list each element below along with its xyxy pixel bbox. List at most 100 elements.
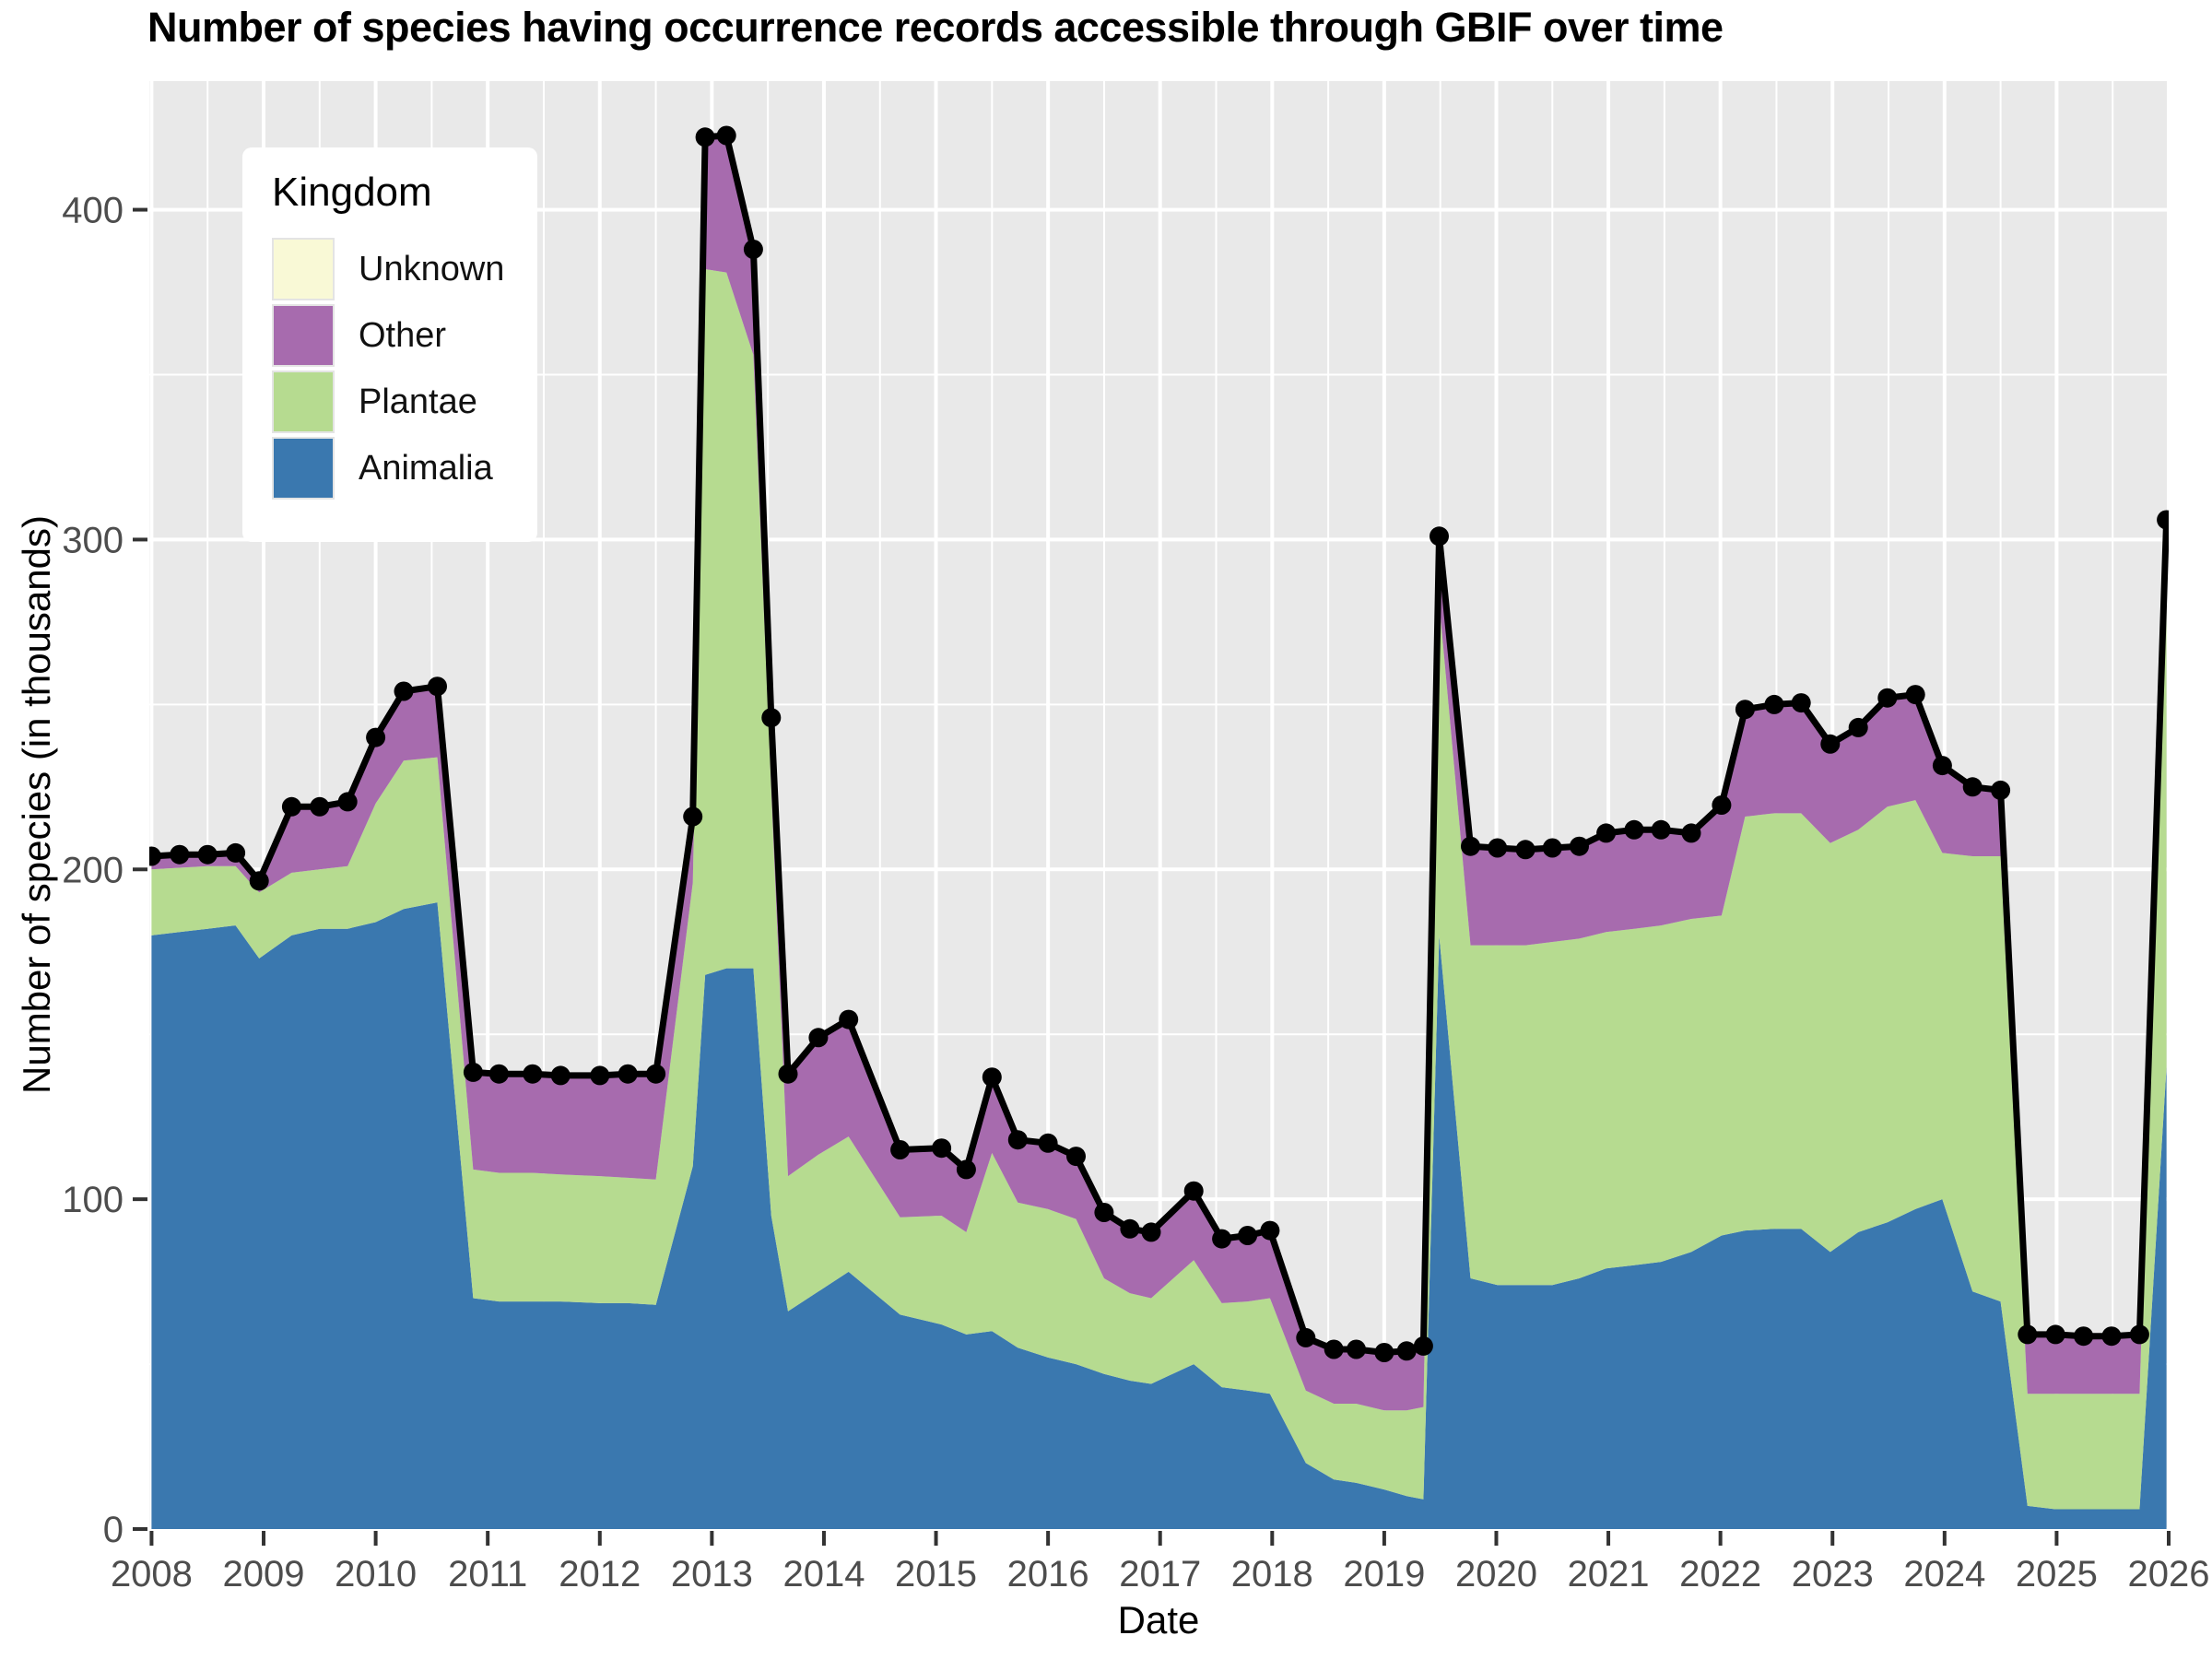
- total-point: [1347, 1339, 1366, 1359]
- x-tick-label: 2026: [2128, 1554, 2210, 1594]
- total-point: [366, 727, 386, 747]
- total-point: [394, 681, 414, 701]
- total-point: [695, 127, 715, 147]
- total-point: [2074, 1326, 2094, 1347]
- total-point: [1542, 838, 1562, 858]
- total-point: [1712, 795, 1732, 815]
- y-tick-label: 300: [62, 520, 124, 560]
- total-points: [149, 125, 2169, 1362]
- x-tick-label: 2019: [1343, 1554, 1425, 1594]
- total-point: [761, 708, 782, 728]
- total-point: [1461, 836, 1480, 856]
- total-point: [1141, 1222, 1161, 1242]
- total-point: [1007, 1130, 1028, 1150]
- legend-swatch-other: [272, 304, 335, 367]
- x-tick-label: 2017: [1119, 1554, 1201, 1594]
- total-point: [1624, 819, 1644, 840]
- total-point: [197, 844, 218, 865]
- chart-title: Number of species having occurrence reco…: [147, 4, 1724, 51]
- total-point: [1596, 823, 1617, 843]
- total-point: [1296, 1327, 1316, 1347]
- total-point: [337, 792, 358, 812]
- x-tick-label: 2020: [1455, 1554, 1537, 1594]
- x-tick-label: 2023: [1792, 1554, 1874, 1594]
- area-other: [151, 137, 2167, 1411]
- total-point: [1735, 700, 1755, 720]
- total-point: [1260, 1220, 1280, 1241]
- total-point: [1764, 694, 1784, 714]
- area-animalia: [151, 902, 2167, 1529]
- total-point: [646, 1064, 666, 1084]
- total-point: [249, 871, 269, 891]
- total-point: [1094, 1203, 1114, 1222]
- legend-item-animalia: Animalia: [272, 437, 537, 500]
- legend-swatch-unknown: [272, 238, 335, 300]
- total-point: [310, 796, 330, 817]
- x-tick-label: 2008: [111, 1554, 193, 1594]
- total-point: [428, 677, 447, 697]
- total-point: [1651, 819, 1671, 840]
- total-point: [1991, 780, 2011, 800]
- legend-box: Kingdom Unknown Other Plantae Animalia: [242, 147, 537, 542]
- total-point: [488, 1064, 509, 1084]
- total-point: [1570, 836, 1589, 856]
- total-point: [1212, 1229, 1232, 1249]
- legend-title: Kingdom: [272, 170, 432, 215]
- total-point: [463, 1062, 483, 1082]
- total-point: [1183, 1181, 1204, 1201]
- total-point: [590, 1065, 610, 1086]
- total-point: [2157, 510, 2169, 530]
- total-point: [2018, 1324, 2038, 1345]
- total-point: [1515, 840, 1535, 860]
- total-point: [1905, 685, 1925, 705]
- total-point: [1877, 688, 1898, 708]
- total-point: [1374, 1343, 1394, 1362]
- x-tick-label: 2013: [671, 1554, 753, 1594]
- legend-label-other: Other: [359, 315, 447, 355]
- total-point: [1396, 1341, 1417, 1361]
- axis-ticks: 2008 2009 2010 2011 2012 2013 2014 2015 2016 2017…: [62, 191, 2209, 1594]
- total-point: [1791, 693, 1811, 713]
- total-point: [743, 240, 763, 259]
- x-tick-label: 2022: [1679, 1554, 1761, 1594]
- legend-label-animalia: Animalia: [359, 448, 493, 488]
- legend-label-plantae: Plantae: [359, 382, 477, 421]
- total-point: [956, 1159, 976, 1180]
- legend-swatch-animalia: [272, 437, 335, 500]
- x-tick-label: 2009: [223, 1554, 305, 1594]
- total-point: [778, 1064, 798, 1084]
- total-point: [1413, 1335, 1433, 1356]
- total-point: [2045, 1324, 2065, 1345]
- y-tick-label: 200: [62, 850, 124, 890]
- y-axis-title: Number of species (in thousands): [15, 515, 58, 1094]
- total-point: [1681, 823, 1701, 843]
- x-tick-label: 2011: [448, 1554, 527, 1594]
- y-tick-label: 0: [103, 1510, 124, 1550]
- total-point: [839, 1009, 859, 1030]
- x-tick-label: 2012: [559, 1554, 641, 1594]
- total-point: [2129, 1324, 2149, 1345]
- total-point: [1066, 1147, 1086, 1167]
- legend-item-plantae: Plantae: [272, 371, 537, 433]
- total-point: [149, 846, 161, 866]
- area-bands: [151, 135, 2167, 1529]
- total-point: [523, 1064, 543, 1084]
- total-point: [1488, 838, 1508, 858]
- x-axis-title: Date: [1117, 1598, 1200, 1641]
- total-point: [1038, 1133, 1058, 1153]
- x-tick-label: 2021: [1568, 1554, 1650, 1594]
- total-point: [618, 1064, 638, 1084]
- total-point: [226, 842, 246, 863]
- total-point: [1120, 1218, 1140, 1239]
- total-point: [1962, 777, 1983, 797]
- x-tick-label: 2025: [2016, 1554, 2098, 1594]
- legend-item-unknown: Unknown: [272, 238, 537, 300]
- x-tick-label: 2018: [1231, 1554, 1313, 1594]
- total-point: [982, 1067, 1002, 1088]
- total-point: [1848, 717, 1868, 737]
- total-line-group: [149, 125, 2169, 1362]
- x-tick-label: 2010: [335, 1554, 417, 1594]
- total-point: [890, 1140, 911, 1159]
